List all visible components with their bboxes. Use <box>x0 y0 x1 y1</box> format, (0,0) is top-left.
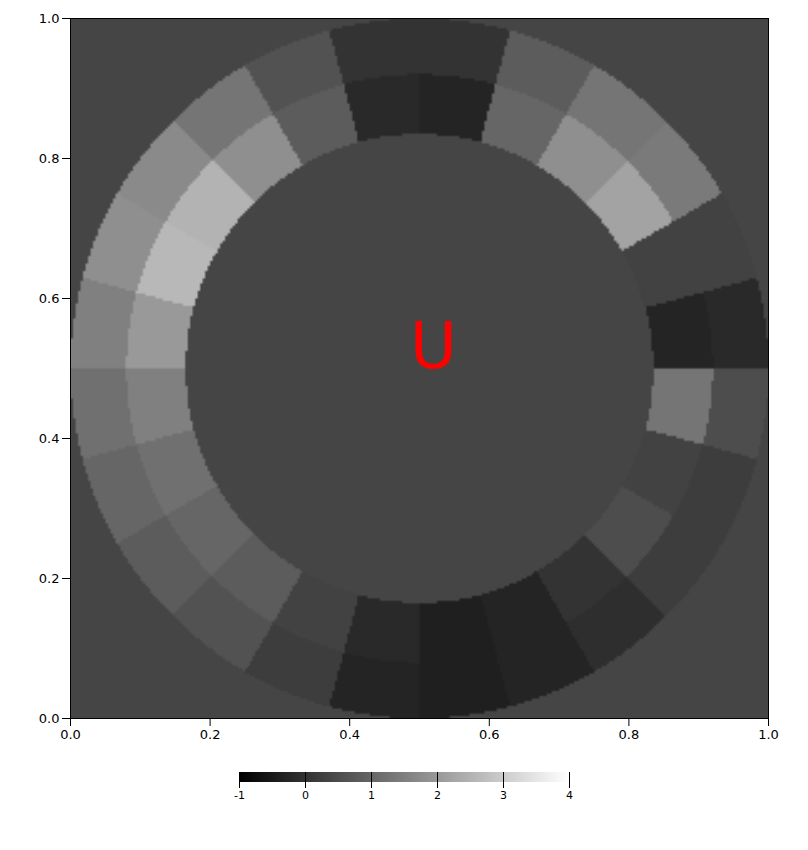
svg-text:0.2: 0.2 <box>39 571 60 586</box>
svg-text:-1: -1 <box>234 789 245 802</box>
svg-text:0.2: 0.2 <box>200 727 221 742</box>
svg-text:1.0: 1.0 <box>39 11 60 26</box>
svg-text:0.0: 0.0 <box>60 727 81 742</box>
svg-text:0.8: 0.8 <box>619 727 640 742</box>
svg-text:1: 1 <box>368 789 375 802</box>
svg-text:3: 3 <box>500 789 507 802</box>
svg-text:0.4: 0.4 <box>39 431 60 446</box>
svg-text:U: U <box>410 309 457 383</box>
svg-text:0.8: 0.8 <box>39 151 60 166</box>
svg-text:0.6: 0.6 <box>39 291 60 306</box>
svg-text:4: 4 <box>566 789 573 802</box>
svg-text:0.4: 0.4 <box>339 727 360 742</box>
svg-text:1.0: 1.0 <box>758 727 779 742</box>
svg-text:0.6: 0.6 <box>479 727 500 742</box>
svg-text:0.0: 0.0 <box>39 711 60 726</box>
svg-text:2: 2 <box>434 789 441 802</box>
svg-text:0: 0 <box>302 789 309 802</box>
